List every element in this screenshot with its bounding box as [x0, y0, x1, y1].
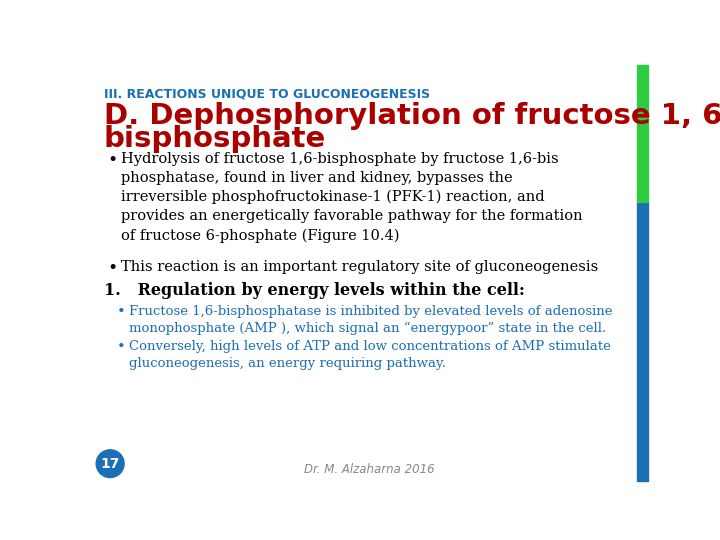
- Text: •: •: [107, 152, 117, 169]
- Circle shape: [96, 450, 124, 477]
- Text: •: •: [107, 260, 117, 276]
- Text: Fructose 1,6-bisphosphatase is inhibited by elevated levels of adenosine
monopho: Fructose 1,6-bisphosphatase is inhibited…: [129, 305, 612, 335]
- Text: Hydrolysis of fructose 1,6-bisphosphate by fructose 1,6-bis
phosphatase, found i: Hydrolysis of fructose 1,6-bisphosphate …: [121, 152, 582, 243]
- Text: 17: 17: [101, 457, 120, 471]
- Text: Dr. M. Alzaharna 2016: Dr. M. Alzaharna 2016: [304, 463, 434, 476]
- Bar: [637, 202, 648, 481]
- Text: Conversely, high levels of ATP and low concentrations of AMP stimulate
gluconeog: Conversely, high levels of ATP and low c…: [129, 340, 611, 370]
- Text: III. REACTIONS UNIQUE TO GLUCONEOGENESIS: III. REACTIONS UNIQUE TO GLUCONEOGENESIS: [104, 88, 430, 101]
- Bar: [637, 65, 648, 202]
- Text: •: •: [117, 305, 126, 319]
- Text: •: •: [117, 340, 126, 354]
- Text: 1.   Regulation by energy levels within the cell:: 1. Regulation by energy levels within th…: [104, 282, 525, 299]
- Text: D. Dephosphorylation of fructose 1, 6-: D. Dephosphorylation of fructose 1, 6-: [104, 102, 720, 130]
- Text: This reaction is an important regulatory site of gluconeogenesis: This reaction is an important regulatory…: [121, 260, 598, 274]
- Text: bisphosphate: bisphosphate: [104, 125, 326, 153]
